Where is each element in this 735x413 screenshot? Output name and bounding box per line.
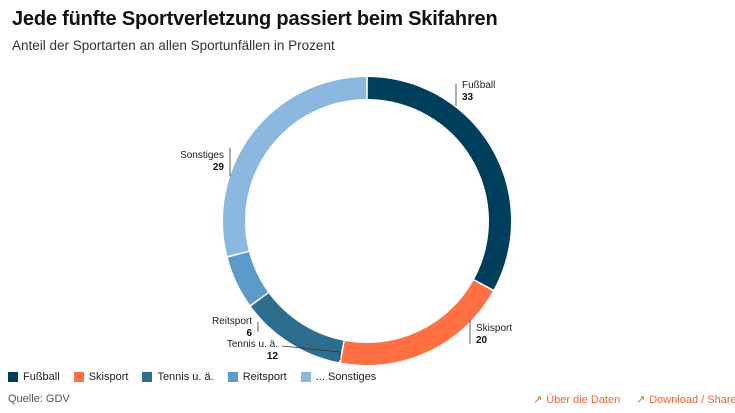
legend-item-skisport: Skisport: [73, 371, 129, 383]
chart-subtitle: Anteil der Sportarten an allen Sportunfä…: [12, 38, 335, 53]
legend: Fußball Skisport Tennis u. ä. Reitsport …: [8, 371, 376, 383]
legend-label: Reitsport: [242, 371, 287, 383]
source-note: Quelle: GDV: [8, 393, 70, 405]
legend-swatch: [227, 372, 238, 382]
legend-label: Fußball: [23, 371, 60, 383]
slice-label-0: Fußball: [462, 80, 495, 91]
about-data-label: Über die Daten: [546, 394, 621, 406]
slice-label-3: Reitsport: [212, 316, 252, 327]
slice-label-2: Tennis u. ä.: [227, 339, 278, 350]
legend-label: Skisport: [88, 371, 129, 383]
legend-swatch: [142, 372, 153, 382]
download-share-link[interactable]: ↗ Download / Share: [636, 393, 735, 406]
slice-label-4: Sonstiges: [180, 150, 224, 161]
donut-slice-1: [340, 280, 493, 365]
slice-value-1: 20: [476, 335, 488, 346]
slice-value-0: 33: [462, 92, 474, 103]
chart-title: Jede fünfte Sportverletzung passiert bei…: [12, 8, 498, 30]
footer: Quelle: GDV ↗ Über die Daten ↗ Download / …: [8, 393, 735, 409]
legend-swatch: [73, 372, 84, 382]
about-data-link[interactable]: ↗ Über die Daten: [533, 393, 620, 406]
arrow-icon: ↗: [636, 394, 646, 406]
legend-swatch: [8, 372, 18, 382]
legend-item-fussball: Fußball: [8, 371, 60, 383]
donut-slice-0: [367, 77, 511, 290]
arrow-icon: ↗: [533, 394, 543, 406]
slice-label-1: Skisport: [476, 323, 512, 334]
donut-slice-3: [227, 252, 268, 305]
legend-label: Tennis u. ä.: [157, 371, 214, 383]
donut-slice-2: [251, 293, 344, 363]
legend-item-tennis: Tennis u. ä.: [142, 371, 214, 383]
legend-label: ... Sonstiges: [315, 371, 377, 383]
slice-value-2: 12: [267, 351, 279, 362]
legend-item-reitsport: Reitsport: [227, 371, 287, 383]
slice-value-4: 29: [213, 162, 225, 173]
donut-slice-4: [223, 77, 367, 256]
leader-line-2: [281, 345, 341, 360]
slice-value-3: 6: [246, 328, 252, 339]
legend-item-sonstiges: ... Sonstiges: [300, 371, 377, 383]
legend-swatch: [300, 372, 311, 382]
download-share-label: Download / Share: [649, 394, 735, 406]
